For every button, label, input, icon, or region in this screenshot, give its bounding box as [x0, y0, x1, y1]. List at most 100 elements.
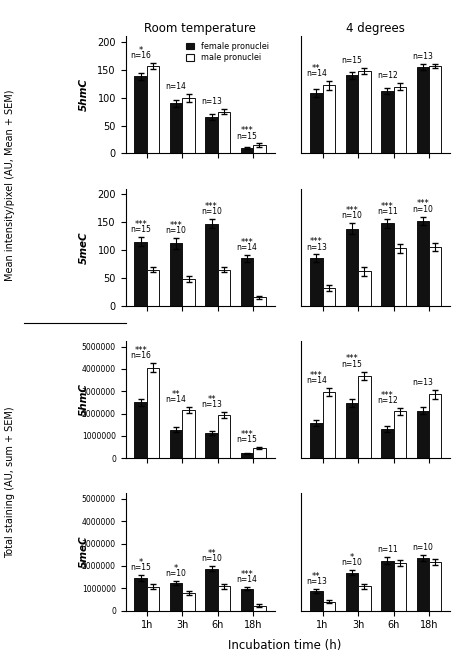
Text: ***: ***	[381, 391, 394, 399]
Bar	[170, 244, 182, 306]
Text: ***: ***	[346, 354, 358, 364]
Text: n=13: n=13	[201, 97, 222, 106]
Bar	[310, 259, 323, 306]
Text: ***: ***	[310, 371, 323, 380]
Text: ***: ***	[241, 238, 254, 247]
Bar	[147, 66, 159, 154]
Bar	[429, 394, 441, 458]
Text: n=13: n=13	[201, 401, 222, 409]
Text: ***: ***	[417, 199, 429, 209]
Bar	[218, 112, 230, 154]
Bar	[429, 248, 441, 306]
Bar	[205, 569, 218, 610]
Bar	[417, 221, 429, 306]
Title: 4 degrees: 4 degrees	[346, 22, 405, 35]
Text: ***: ***	[241, 430, 254, 439]
Text: ***: ***	[170, 220, 182, 230]
Bar	[358, 586, 371, 611]
Legend: female pronuclei, male pronuclei: female pronuclei, male pronuclei	[185, 40, 271, 64]
Bar	[323, 602, 335, 611]
Bar	[381, 561, 393, 610]
Bar	[381, 91, 393, 154]
Bar	[135, 242, 147, 306]
Text: n=13: n=13	[412, 378, 433, 387]
Bar	[346, 573, 358, 610]
Text: 5meC: 5meC	[79, 536, 89, 568]
Text: n=15: n=15	[130, 225, 151, 234]
Text: n=12: n=12	[377, 71, 398, 81]
Bar	[253, 298, 266, 306]
Text: n=14: n=14	[237, 243, 257, 252]
Bar	[358, 271, 371, 306]
Bar	[135, 403, 147, 458]
Bar	[358, 376, 371, 458]
Text: n=10: n=10	[341, 211, 362, 220]
Bar	[241, 259, 253, 306]
Bar	[147, 368, 159, 458]
Text: ***: ***	[310, 238, 323, 246]
Text: n=11: n=11	[377, 207, 398, 216]
Text: ***: ***	[205, 202, 218, 211]
Bar	[253, 145, 266, 154]
Bar	[417, 558, 429, 610]
Bar	[358, 71, 371, 154]
Text: n=10: n=10	[412, 205, 433, 214]
Text: **: **	[172, 390, 181, 399]
Bar	[429, 66, 441, 154]
Text: ***: ***	[241, 570, 254, 579]
Bar	[170, 430, 182, 458]
Text: ***: ***	[134, 346, 147, 355]
Text: n=10: n=10	[341, 558, 362, 567]
Bar	[417, 67, 429, 154]
Text: n=15: n=15	[237, 131, 257, 141]
Bar	[218, 415, 230, 458]
Text: *: *	[174, 564, 178, 573]
Bar	[135, 77, 147, 154]
Text: n=15: n=15	[130, 563, 151, 572]
Text: n=10: n=10	[166, 226, 187, 235]
Bar	[241, 589, 253, 610]
Bar	[323, 288, 335, 306]
Text: 5hmC: 5hmC	[79, 383, 89, 416]
Text: n=15: n=15	[237, 435, 257, 444]
Bar	[346, 229, 358, 306]
Text: n=13: n=13	[306, 243, 327, 251]
Text: n=13: n=13	[306, 578, 327, 586]
Bar	[170, 103, 182, 154]
Text: n=12: n=12	[377, 396, 398, 405]
Text: n=16: n=16	[130, 351, 151, 360]
Text: n=14: n=14	[237, 575, 257, 584]
Text: n=16: n=16	[130, 51, 151, 60]
Bar	[310, 423, 323, 458]
Text: **: **	[207, 395, 216, 404]
Text: n=10: n=10	[201, 554, 222, 563]
Bar	[218, 269, 230, 306]
Bar	[346, 75, 358, 154]
Text: n=14: n=14	[166, 395, 187, 405]
Bar	[170, 583, 182, 610]
Bar	[135, 578, 147, 610]
Bar	[346, 403, 358, 458]
Bar	[182, 279, 195, 306]
Bar	[310, 93, 323, 154]
Text: n=14: n=14	[306, 376, 327, 385]
Text: n=15: n=15	[341, 55, 362, 65]
Bar	[381, 429, 393, 458]
Text: n=10: n=10	[166, 569, 187, 578]
Text: Total staining (AU, sum + SEM): Total staining (AU, sum + SEM)	[5, 406, 16, 558]
Text: *: *	[138, 46, 143, 55]
Text: n=10: n=10	[201, 207, 222, 216]
Bar	[182, 410, 195, 458]
Text: Mean intensity/pixel (AU, Mean + SEM): Mean intensity/pixel (AU, Mean + SEM)	[5, 89, 16, 280]
Bar	[417, 411, 429, 458]
Text: 5hmC: 5hmC	[79, 79, 89, 112]
Text: n=14: n=14	[166, 82, 187, 91]
Bar	[429, 562, 441, 610]
Text: n=10: n=10	[412, 543, 433, 552]
Text: n=11: n=11	[377, 545, 398, 554]
Bar	[147, 587, 159, 610]
Bar	[205, 224, 218, 306]
Text: *: *	[138, 558, 143, 567]
Bar	[393, 563, 406, 610]
Bar	[393, 248, 406, 306]
